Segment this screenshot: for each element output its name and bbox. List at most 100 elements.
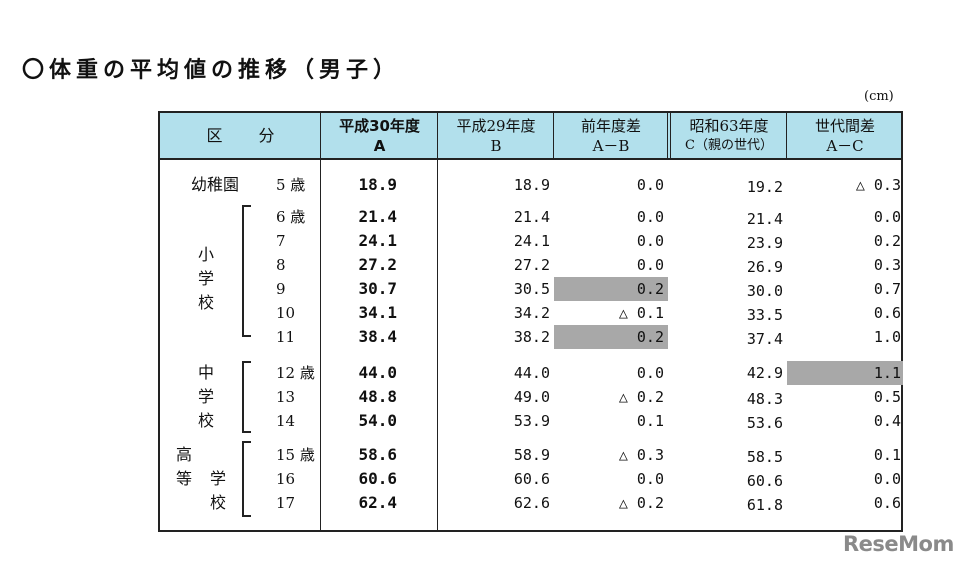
value-diff: △ 0.3 xyxy=(618,446,664,464)
value-a: 38.4 xyxy=(358,327,397,346)
table-row: 17 62.4 62.6 △ 0.2 61.8 0.6 xyxy=(160,491,901,515)
divider xyxy=(553,113,554,158)
value-b: 44.0 xyxy=(513,364,550,382)
table-row: 12 歳 44.0 44.0 0.0 42.9 1.1 xyxy=(160,361,903,385)
value-b: 24.1 xyxy=(513,232,550,250)
value-a: 54.0 xyxy=(358,411,397,430)
value-b: 62.6 xyxy=(513,494,550,512)
divider xyxy=(667,113,668,158)
value-c: 42.9 xyxy=(746,364,783,382)
header-col-b: 平成29年度 B xyxy=(438,113,554,158)
header-col-a-line1: 平成30年度 xyxy=(339,117,420,135)
table-row: 8 27.2 27.2 0.0 26.9 0.3 xyxy=(160,253,901,277)
header-col-c: 昭和63年度 C（親の世代） xyxy=(671,113,787,158)
group-elementary-2: 学 xyxy=(197,269,214,288)
age-cell: 6 歳 xyxy=(276,208,306,226)
age-cell: 11 xyxy=(276,328,296,346)
group-high-school-3: 学 xyxy=(209,469,226,488)
value-c: 30.0 xyxy=(746,282,783,300)
age-cell: 5 歳 xyxy=(276,176,306,194)
value-b: 58.9 xyxy=(513,446,550,464)
value-gen: 0.3 xyxy=(873,256,901,274)
header-kubun-1: 区 xyxy=(206,126,223,145)
age-cell: 8 xyxy=(276,256,286,274)
header-col-a-line2: A xyxy=(373,137,386,155)
value-diff-highlighted: 0.2 xyxy=(554,277,668,301)
group-junior-high-1: 中 xyxy=(197,363,214,382)
value-gen: △ 0.3 xyxy=(855,176,901,194)
bracket-elementary xyxy=(242,205,251,337)
value-c: 58.5 xyxy=(746,448,783,466)
value-diff: 0.0 xyxy=(636,364,664,382)
group-junior-high-3: 校 xyxy=(197,411,214,430)
value-diff: △ 0.1 xyxy=(618,304,664,322)
value-gen: 0.1 xyxy=(873,446,901,464)
value-gen: 0.6 xyxy=(873,494,901,512)
value-b: 18.9 xyxy=(513,176,550,194)
value-gen: 0.0 xyxy=(873,470,901,488)
value-gen: 0.4 xyxy=(873,412,901,430)
header-col-b-line2: B xyxy=(490,137,502,155)
bracket-junior-high xyxy=(242,361,251,433)
value-c: 48.3 xyxy=(746,390,783,408)
value-a: 60.6 xyxy=(358,469,397,488)
value-c: 19.2 xyxy=(746,178,783,196)
value-diff: 0.0 xyxy=(636,256,664,274)
age-cell: 13 xyxy=(276,388,296,406)
value-a: 27.2 xyxy=(358,255,397,274)
group-high-school-4: 校 xyxy=(209,493,226,512)
value-diff: 0.1 xyxy=(636,412,664,430)
age-cell: 10 xyxy=(276,304,296,322)
group-junior-high-2: 学 xyxy=(197,387,214,406)
header-col-diff: 前年度差 A－B xyxy=(554,113,668,158)
age-cell: 15 歳 xyxy=(276,446,315,464)
value-gen: 0.2 xyxy=(873,232,901,250)
table-row: 13 48.8 49.0 △ 0.2 48.3 0.5 xyxy=(160,385,901,409)
weight-average-table: 区分 平成30年度 A 平成29年度 B 前年度差 A－B 昭和63年度 C（親… xyxy=(158,111,903,532)
table-row: 14 54.0 53.9 0.1 53.6 0.4 xyxy=(160,409,901,433)
group-kindergarten: 幼稚園 xyxy=(190,175,239,194)
value-a: 62.4 xyxy=(358,493,397,512)
group-elementary-3: 校 xyxy=(197,293,214,312)
divider xyxy=(670,113,671,158)
group-high-school-2: 等 xyxy=(175,469,192,488)
unit-label: (cm) xyxy=(864,89,894,104)
value-diff-highlighted: 0.2 xyxy=(554,325,668,349)
value-c: 37.4 xyxy=(746,330,783,348)
value-gen: 0.0 xyxy=(873,208,901,226)
value-a: 44.0 xyxy=(358,363,397,382)
value-b: 49.0 xyxy=(513,388,550,406)
age-cell: 7 xyxy=(276,232,286,250)
table-row: 10 34.1 34.2 △ 0.1 33.5 0.6 xyxy=(160,301,901,325)
header-col-gen-line1: 世代間差 xyxy=(814,117,875,135)
table-row: 16 60.6 60.6 0.0 60.6 0.0 xyxy=(160,467,901,491)
table-row: 7 24.1 24.1 0.0 23.9 0.2 xyxy=(160,229,901,253)
age-cell: 17 xyxy=(276,494,296,512)
group-elementary-1: 小 xyxy=(197,245,214,264)
value-b: 34.2 xyxy=(513,304,550,322)
value-diff: 0.0 xyxy=(636,208,664,226)
value-b: 27.2 xyxy=(513,256,550,274)
divider xyxy=(320,113,321,530)
value-b: 21.4 xyxy=(513,208,550,226)
value-diff: △ 0.2 xyxy=(618,494,664,512)
table-header: 区分 平成30年度 A 平成29年度 B 前年度差 A－B 昭和63年度 C（親… xyxy=(160,113,901,160)
value-gen: 0.5 xyxy=(873,388,901,406)
bracket-high-school xyxy=(242,441,251,517)
header-kubun: 区分 xyxy=(160,113,321,158)
value-c: 21.4 xyxy=(746,210,783,228)
value-b: 30.5 xyxy=(513,280,550,298)
divider xyxy=(437,113,438,530)
value-b: 60.6 xyxy=(513,470,550,488)
value-diff: 0.0 xyxy=(636,232,664,250)
value-c: 33.5 xyxy=(746,306,783,324)
page-title: 〇体重の平均値の推移（男子） xyxy=(22,58,401,83)
value-a: 34.1 xyxy=(358,303,397,322)
value-diff: 0.0 xyxy=(636,176,664,194)
value-gen: 1.0 xyxy=(873,328,901,346)
group-high-school-1: 高 xyxy=(175,445,192,464)
value-gen-highlighted: 1.1 xyxy=(787,361,903,385)
resemom-logo: ReseMom xyxy=(843,532,954,556)
header-col-diff-line2: A－B xyxy=(592,137,630,155)
table-row: 6 歳 21.4 21.4 0.0 21.4 0.0 xyxy=(160,205,901,229)
